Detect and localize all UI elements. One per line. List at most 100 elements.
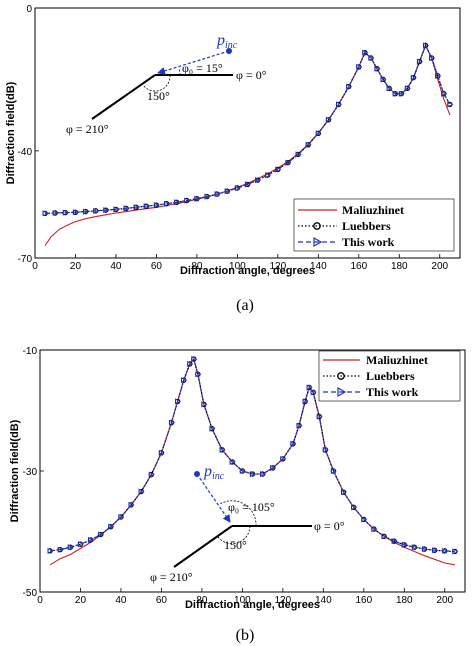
wedge-inset-a: pinc φ₀ = 15° φ = 0° 150° φ = 210° <box>66 32 267 136</box>
y-tick-label-b-2: -50 <box>23 588 38 599</box>
point-b-thiswork-9 <box>138 488 145 495</box>
point-a-thiswork-23 <box>275 166 282 173</box>
wedge-angle-label-a: 150° <box>147 89 170 103</box>
point-b-thiswork-41 <box>401 541 408 548</box>
point-a-thiswork-38 <box>398 90 405 97</box>
phi-zero-label-a: φ = 0° <box>236 68 267 82</box>
svg-text:Luebbers: Luebbers <box>342 219 391 233</box>
point-b-thiswork-28 <box>296 422 303 429</box>
incident-label-a: pinc <box>216 32 238 51</box>
legend-item-luebbers-b: Luebbers <box>323 369 415 383</box>
phi0-angle-arc-b <box>219 500 257 527</box>
svg-text:Luebbers: Luebbers <box>366 369 415 383</box>
point-a-thiswork-19 <box>234 184 241 192</box>
point-a-thiswork-26 <box>305 141 312 148</box>
point-a-thiswork-5 <box>93 207 100 214</box>
point-a-thiswork-27 <box>315 130 322 137</box>
point-a-thiswork-14 <box>184 197 191 204</box>
point-a-thiswork-0 <box>42 210 49 217</box>
point-a-thiswork-45 <box>441 90 448 97</box>
phi0-angle-arc-a <box>178 68 181 76</box>
incident-ray-a <box>157 50 230 75</box>
point-b-thiswork-24 <box>260 470 267 478</box>
point-a-thiswork-35 <box>380 76 387 83</box>
legend-item-thiswork-a: This work <box>298 235 395 249</box>
point-a-thiswork-33 <box>368 54 375 62</box>
phi-zero-label-b: φ = 0° <box>314 519 345 533</box>
point-b-thiswork-25 <box>270 464 277 472</box>
point-b-thiswork-39 <box>381 533 388 540</box>
point-a-thiswork-6 <box>103 207 110 214</box>
point-a-thiswork-40 <box>410 74 417 81</box>
x-tick-label-b-10: 200 <box>436 595 453 606</box>
point-a-thiswork-29 <box>335 101 343 108</box>
point-a-thiswork-39 <box>404 85 411 92</box>
point-b-thiswork-32 <box>316 413 323 420</box>
svg-text:Maliuzhinet: Maliuzhinet <box>342 203 404 217</box>
x-tick-label-b-8: 160 <box>355 595 372 606</box>
x-tick-label-a-3: 60 <box>151 261 163 272</box>
point-a-thiswork-43 <box>429 54 436 62</box>
point-b-thiswork-42 <box>411 544 418 551</box>
point-a-thiswork-11 <box>153 202 160 209</box>
point-b-thiswork-45 <box>442 547 449 554</box>
point-a-thiswork-37 <box>392 90 399 97</box>
y-ticks-a: 0 -40 -70 <box>18 4 39 265</box>
x-tick-label-b-2: 40 <box>115 595 127 606</box>
point-a-thiswork-2 <box>62 209 69 216</box>
point-b-thiswork-10 <box>148 471 155 478</box>
point-b-thiswork-16 <box>191 356 198 363</box>
point-a-thiswork-42 <box>422 42 430 49</box>
x-tick-label-a-2: 40 <box>110 261 122 272</box>
source-point-a <box>226 48 232 54</box>
point-b-thiswork-0 <box>47 547 54 554</box>
phi-210-label-a: φ = 210° <box>66 122 109 136</box>
x-tick-label-b-7: 140 <box>315 595 332 606</box>
point-a-thiswork-41 <box>416 58 424 65</box>
point-b-thiswork-5 <box>98 531 105 538</box>
svg-text:This work: This work <box>366 385 419 399</box>
x-tick-label-a-10: 200 <box>431 261 448 272</box>
y-tick-label-b-0: -10 <box>23 346 38 357</box>
legend-item-maliuzhinet-a: Maliuzhinet <box>298 203 404 217</box>
point-b-thiswork-8 <box>128 501 135 508</box>
point-b-thiswork-33 <box>322 446 329 453</box>
point-a-thiswork-4 <box>82 208 90 215</box>
point-b-thiswork-30 <box>306 384 313 391</box>
x-ticks-a: 0 20 40 60 80 100 120 140 160 180 200 <box>32 254 449 272</box>
x-ticks-b: 0 20 40 60 80 100 120 140 160 180 200 <box>37 588 454 606</box>
point-b-thiswork-21 <box>229 458 236 465</box>
series-b <box>47 356 459 566</box>
point-b-thiswork-23 <box>249 470 256 478</box>
y-tick-label-b-1: -30 <box>23 467 38 478</box>
point-b-thiswork-2 <box>67 544 74 551</box>
caption-b: (b) <box>236 627 255 644</box>
phi0-label-b: φ₀ = 105° <box>228 500 275 514</box>
legend-a: Maliuzhinet Luebbers This work <box>293 198 455 252</box>
point-b-thiswork-14 <box>181 377 188 384</box>
point-b-thiswork-22 <box>239 467 246 475</box>
point-a-thiswork-36 <box>386 85 393 92</box>
phi-210-label-b: φ = 210° <box>150 570 193 584</box>
point-b-thiswork-36 <box>351 504 358 511</box>
y-tick-label-a-0: 0 <box>26 4 32 15</box>
wedge-inset-b: pinc φ₀ = 105° φ = 0° 150° φ = 210° <box>150 463 345 584</box>
x-tick-label-a-4: 80 <box>191 261 203 272</box>
svg-text:This work: This work <box>342 235 395 249</box>
point-a-thiswork-32 <box>362 49 369 56</box>
series-a <box>42 42 454 246</box>
chart-a: 0 -40 -70 0 20 40 60 80 100 120 140 160 180 200 Diff… <box>5 4 461 314</box>
point-b-thiswork-15 <box>187 360 194 367</box>
point-a-thiswork-21 <box>255 177 262 184</box>
point-b-thiswork-7 <box>118 513 125 521</box>
point-b-thiswork-27 <box>290 440 297 447</box>
wedge-face-210-a <box>91 74 156 120</box>
series-line-b-this-work <box>50 357 455 553</box>
wedge-angle-arc-a <box>142 74 171 92</box>
point-b-thiswork-3 <box>77 541 84 548</box>
point-b-thiswork-26 <box>280 455 287 462</box>
point-a-thiswork-13 <box>174 199 181 206</box>
x-tick-label-b-1: 20 <box>75 595 87 606</box>
point-b-thiswork-38 <box>371 526 378 533</box>
point-a-thiswork-17 <box>214 191 221 198</box>
